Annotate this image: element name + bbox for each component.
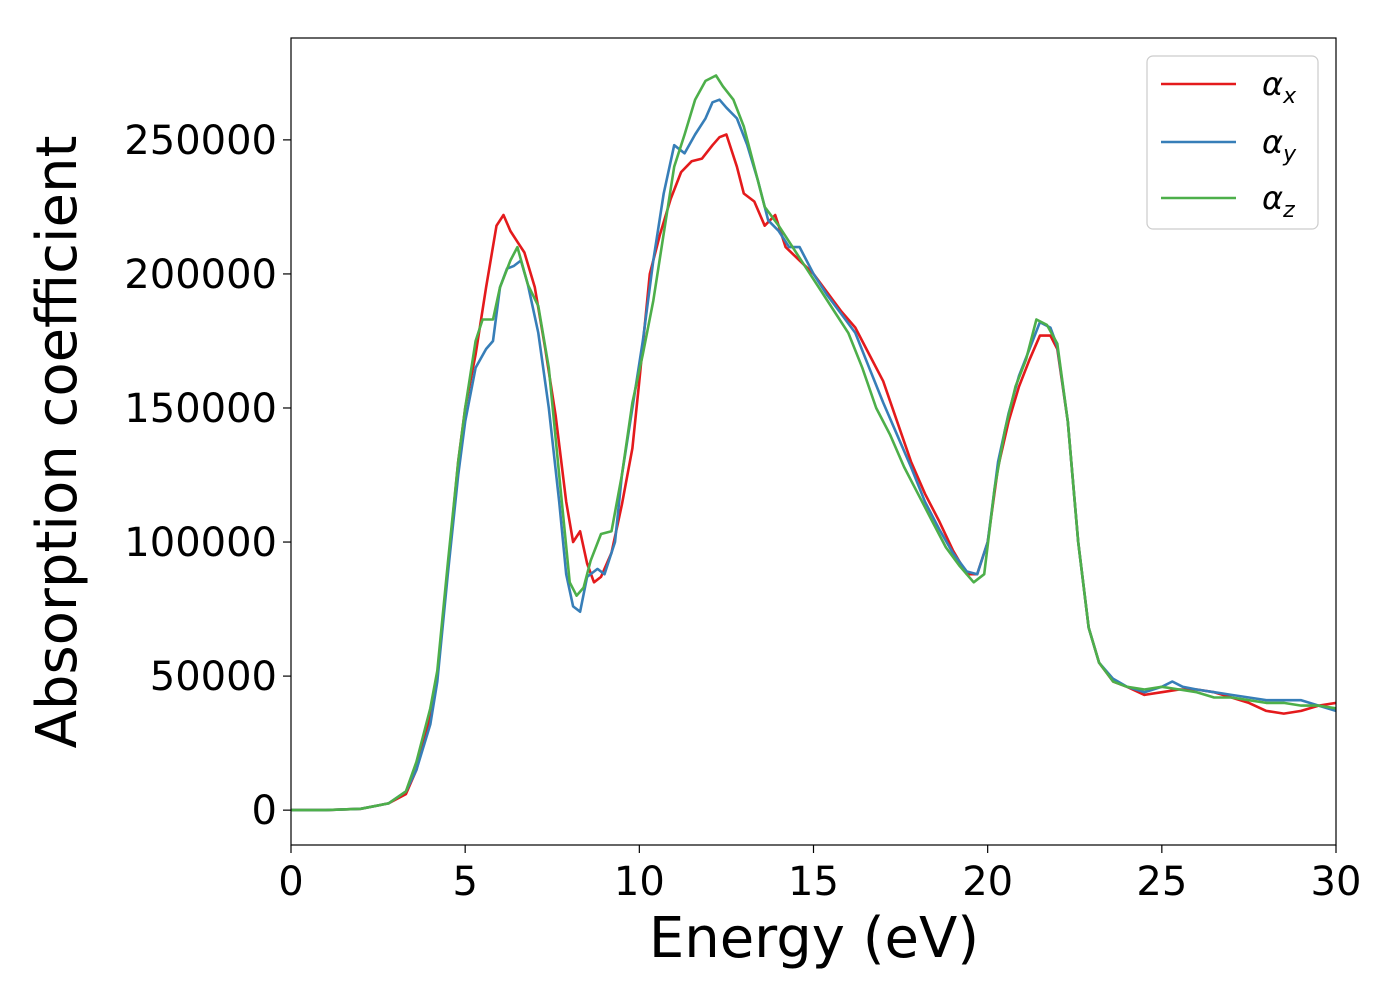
y-tick-label: 200000 bbox=[124, 252, 277, 298]
legend-label: αx bbox=[1262, 65, 1297, 109]
legend-label: αy bbox=[1262, 123, 1297, 167]
x-tick-label: 10 bbox=[614, 859, 665, 905]
x-tick-label: 0 bbox=[278, 859, 303, 905]
y-tick-label: 0 bbox=[252, 788, 277, 834]
legend-items: αx αy αz bbox=[1161, 65, 1297, 223]
y-tick-label: 50000 bbox=[150, 654, 277, 700]
y-tick-label: 250000 bbox=[124, 118, 277, 164]
x-tick-label: 30 bbox=[1311, 859, 1362, 905]
x-tick-label: 5 bbox=[452, 859, 477, 905]
x-tick-label: 20 bbox=[962, 859, 1013, 905]
legend-label: αz bbox=[1262, 179, 1295, 223]
y-axis-ticks: 0 50000 100000 150000 200000 250000 bbox=[124, 118, 291, 834]
x-axis-ticks: 0 5 10 15 20 25 30 bbox=[278, 845, 1361, 905]
x-tick-label: 25 bbox=[1136, 859, 1187, 905]
x-tick-label: 15 bbox=[788, 859, 839, 905]
y-tick-label: 100000 bbox=[124, 520, 277, 566]
series-line-alpha-z bbox=[291, 74, 1336, 812]
x-axis-label: Energy (eV) bbox=[649, 906, 979, 971]
series-layer bbox=[291, 74, 1336, 812]
series-line-alpha-x bbox=[291, 133, 1336, 812]
y-tick-label: 150000 bbox=[124, 386, 277, 432]
y-axis-label: Absorption coefficient bbox=[25, 136, 90, 749]
legend: αx αy αz bbox=[1146, 55, 1319, 230]
